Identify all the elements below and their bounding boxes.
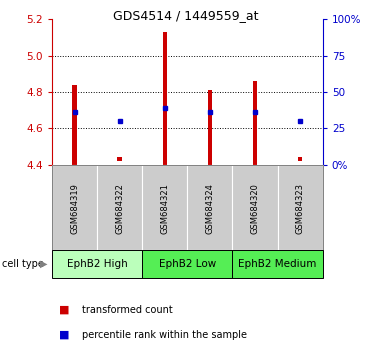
Bar bbox=[52, 165, 97, 250]
Text: transformed count: transformed count bbox=[82, 305, 173, 315]
Bar bbox=[208, 90, 212, 165]
Bar bbox=[52, 250, 142, 278]
Bar bbox=[187, 165, 233, 250]
Bar bbox=[233, 250, 323, 278]
Text: EphB2 Medium: EphB2 Medium bbox=[239, 259, 317, 269]
Text: GSM684324: GSM684324 bbox=[206, 183, 214, 234]
Text: GSM684322: GSM684322 bbox=[115, 183, 124, 234]
Bar bbox=[253, 81, 257, 165]
Text: cell type: cell type bbox=[2, 259, 44, 269]
Bar bbox=[142, 250, 233, 278]
Bar bbox=[278, 165, 323, 250]
Bar bbox=[142, 165, 187, 250]
Text: GSM684321: GSM684321 bbox=[160, 183, 169, 234]
Bar bbox=[72, 85, 77, 165]
Bar bbox=[97, 165, 142, 250]
Text: ▶: ▶ bbox=[40, 259, 47, 269]
Bar bbox=[298, 158, 302, 161]
Text: GSM684320: GSM684320 bbox=[250, 183, 260, 234]
Text: GSM684323: GSM684323 bbox=[296, 183, 305, 234]
Bar bbox=[162, 32, 167, 165]
Text: GDS4514 / 1449559_at: GDS4514 / 1449559_at bbox=[113, 9, 258, 22]
Bar bbox=[117, 158, 122, 161]
Text: ■: ■ bbox=[59, 305, 70, 315]
Bar bbox=[233, 165, 278, 250]
Text: GSM684319: GSM684319 bbox=[70, 183, 79, 234]
Text: EphB2 High: EphB2 High bbox=[67, 259, 128, 269]
Text: EphB2 Low: EphB2 Low bbox=[159, 259, 216, 269]
Text: ■: ■ bbox=[59, 330, 70, 339]
Text: percentile rank within the sample: percentile rank within the sample bbox=[82, 330, 247, 339]
